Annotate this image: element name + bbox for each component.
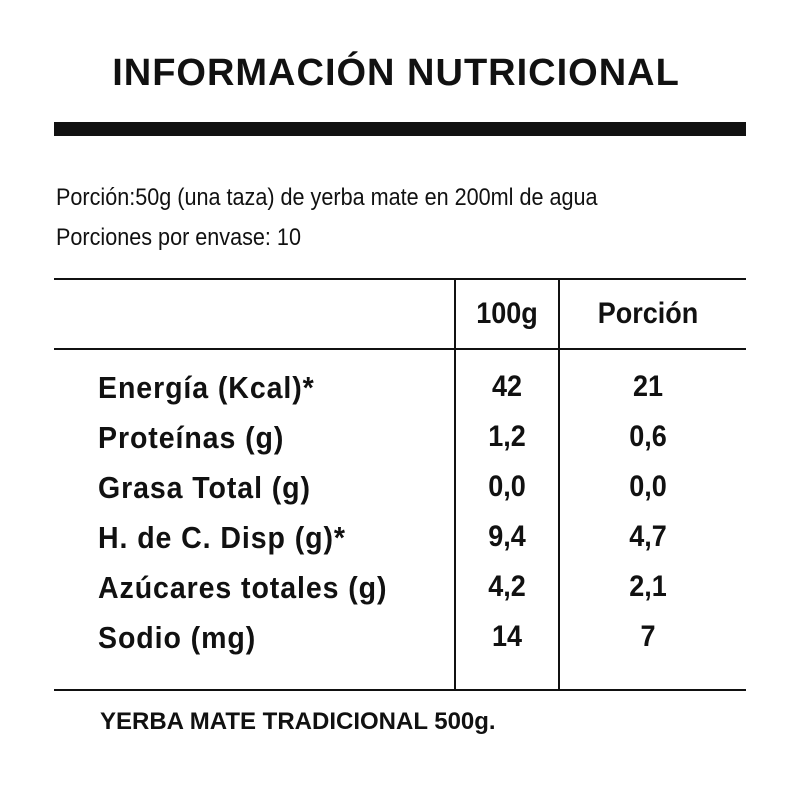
cell: 7: [640, 620, 656, 653]
product: YERBA MATE TRADICIONAL 500g.: [100, 708, 496, 735]
cell: 0,0: [488, 470, 526, 503]
cell: 2,1: [629, 570, 667, 603]
servings: Porciones por envase: 10: [56, 224, 301, 251]
row-label: Azúcares totales (g): [98, 570, 388, 605]
rule: [54, 689, 746, 691]
cell: 4,2: [488, 570, 526, 603]
cell: 4,7: [629, 520, 667, 553]
rule: [558, 280, 560, 690]
cell: 14: [491, 620, 523, 653]
title: INFORMACIÓN NUTRICIONAL: [112, 52, 680, 94]
row-label: Grasa Total (g): [98, 470, 311, 505]
divider: [54, 122, 746, 136]
cell: 1,2: [488, 420, 526, 453]
cell: 0,0: [629, 470, 667, 503]
row-label: Energía (Kcal)*: [98, 370, 315, 405]
column-header: 100g: [476, 297, 538, 330]
cell: 21: [632, 370, 664, 403]
row-label: H. de C. Disp (g)*: [98, 520, 346, 555]
cell: 9,4: [488, 520, 526, 553]
cell: 0,6: [629, 420, 667, 453]
rule: [54, 278, 746, 280]
portion: Porción:50g (una taza) de yerba mate en …: [56, 184, 598, 211]
cell: 42: [491, 370, 523, 403]
row-label: Proteínas (g): [98, 420, 285, 455]
rule: [54, 348, 746, 350]
rule: [454, 280, 456, 690]
column-header: Porción: [597, 297, 699, 330]
row-label: Sodio (mg): [98, 620, 257, 655]
